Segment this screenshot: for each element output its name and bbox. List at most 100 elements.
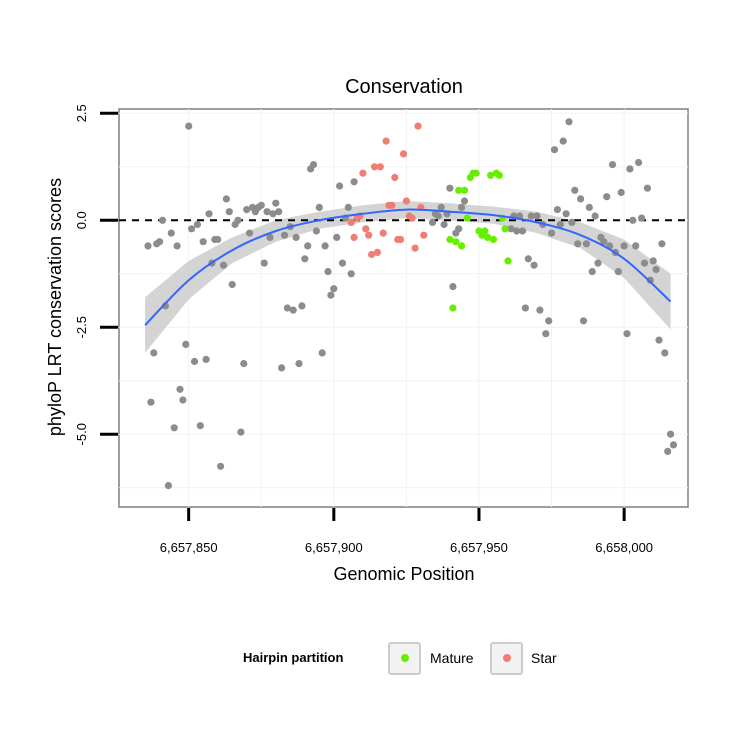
point-other	[219, 261, 228, 269]
point-mature	[463, 214, 471, 222]
point-other	[635, 158, 643, 167]
x-axis: 6,657,850 6,657,900 6,657,950 6,658,000	[160, 508, 653, 555]
point-other	[661, 349, 669, 357]
point-mature	[495, 171, 503, 179]
point-other	[217, 462, 225, 470]
point-other	[507, 225, 515, 233]
point-mature	[460, 186, 469, 194]
point-other	[579, 317, 588, 325]
point-star	[370, 163, 379, 171]
point-other	[309, 161, 318, 169]
point-other	[170, 424, 178, 432]
point-other	[449, 283, 457, 291]
point-other	[559, 137, 567, 145]
point-other	[434, 212, 442, 220]
point-star	[391, 173, 399, 182]
point-other	[246, 229, 254, 237]
point-other	[185, 122, 193, 130]
point-other	[272, 199, 280, 207]
point-other	[649, 257, 657, 265]
point-other	[664, 447, 672, 455]
point-other	[283, 304, 291, 312]
point-other	[460, 197, 469, 205]
point-other	[301, 255, 309, 263]
point-other	[582, 240, 591, 248]
x-tick-label: 6,657,850	[160, 540, 218, 555]
point-other	[455, 225, 463, 233]
point-mature	[455, 186, 463, 194]
points-layer	[144, 118, 678, 490]
point-other	[588, 268, 596, 276]
point-other	[237, 428, 245, 436]
point-mature	[458, 242, 466, 250]
point-other	[652, 265, 660, 274]
point-other	[263, 208, 271, 216]
point-other	[234, 216, 242, 224]
point-other	[176, 385, 184, 393]
confidence-band-layer	[145, 201, 671, 353]
point-other	[550, 146, 559, 154]
point-mature	[489, 235, 498, 244]
point-other	[643, 184, 652, 192]
point-other	[638, 214, 646, 222]
point-other	[626, 165, 634, 173]
point-other	[640, 259, 649, 267]
point-star	[350, 233, 358, 241]
point-star	[382, 137, 390, 145]
y-tick-label: -5.0	[74, 423, 89, 445]
point-star	[359, 169, 367, 177]
y-axis: 2.5 0.0 -2.5 -5.0	[74, 104, 118, 445]
point-other	[614, 268, 622, 276]
point-other	[669, 441, 678, 449]
legend-dot-mature	[401, 654, 409, 662]
point-mature	[487, 171, 495, 179]
point-star	[420, 231, 428, 239]
plot-panel	[118, 108, 689, 508]
point-star	[414, 122, 422, 130]
point-other	[278, 364, 286, 372]
point-other	[646, 276, 654, 284]
point-other	[617, 188, 625, 197]
point-other	[629, 216, 637, 224]
point-star	[362, 225, 370, 233]
confidence-band	[145, 201, 671, 353]
point-star	[368, 250, 376, 259]
y-tick-label: 2.5	[74, 104, 89, 122]
point-other	[655, 336, 663, 344]
x-tick-label: 6,658,000	[595, 540, 653, 555]
point-other	[428, 218, 437, 226]
point-other	[269, 210, 277, 218]
point-star	[408, 214, 416, 222]
point-other	[338, 259, 347, 267]
point-other	[571, 186, 579, 194]
legend-dot-star	[503, 654, 511, 662]
point-other	[275, 208, 283, 216]
legend-title: Hairpin partition	[243, 650, 343, 665]
point-other	[542, 330, 550, 338]
point-other	[225, 208, 233, 216]
point-other	[620, 242, 628, 250]
point-star	[397, 235, 405, 244]
point-other	[228, 280, 236, 289]
point-other	[222, 195, 230, 203]
point-other	[243, 206, 251, 214]
point-other	[164, 482, 172, 490]
point-other	[173, 242, 181, 250]
point-star	[379, 229, 387, 237]
point-other	[298, 302, 306, 310]
point-other	[336, 182, 344, 190]
point-other	[257, 201, 265, 209]
point-other	[289, 306, 297, 314]
point-star	[373, 248, 381, 256]
point-other	[167, 229, 175, 237]
point-other	[524, 255, 532, 263]
point-star	[402, 197, 410, 205]
point-other	[530, 261, 538, 269]
y-tick-label: 0.0	[74, 211, 89, 229]
point-other	[513, 227, 521, 235]
point-other	[533, 212, 541, 220]
point-other	[623, 330, 631, 338]
point-other	[600, 238, 608, 246]
point-other	[202, 355, 210, 363]
point-other	[565, 118, 573, 126]
